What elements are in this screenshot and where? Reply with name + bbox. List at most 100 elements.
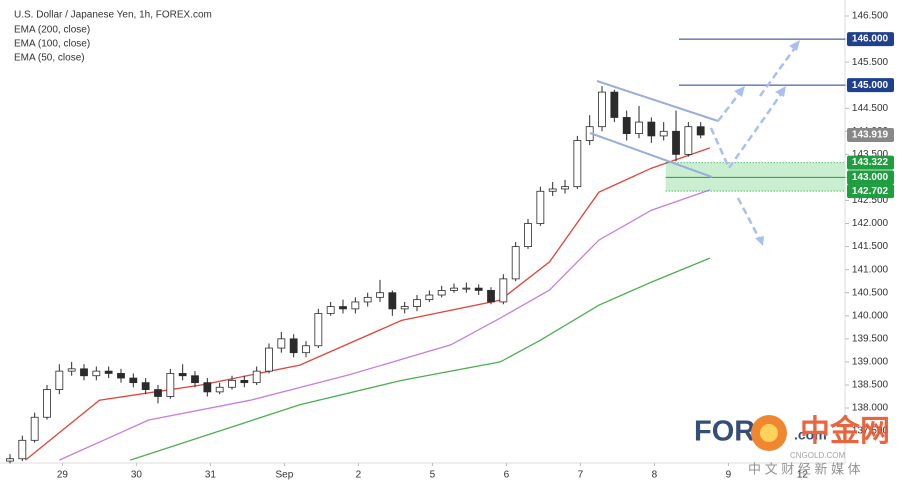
candle-body <box>536 190 545 224</box>
level-badge <box>847 155 894 170</box>
candle-body <box>314 313 323 347</box>
candle-body <box>351 301 360 310</box>
y-tick-label: 139.000 <box>852 357 889 368</box>
y-tick-label: 138.000 <box>852 403 889 414</box>
candle-body <box>684 126 693 155</box>
level-label: 143.919 <box>852 130 889 141</box>
candle-body <box>376 292 384 298</box>
y-tick-label: 138.500 <box>852 380 889 391</box>
candle-body <box>326 306 335 314</box>
y-tick-label: 141.000 <box>852 264 889 275</box>
watermark-suffix: .com <box>794 427 827 443</box>
candle-body <box>561 186 569 190</box>
y-tick-label: 145.500 <box>852 57 889 68</box>
candle-body <box>215 386 224 393</box>
level-label: 145.000 <box>852 80 889 91</box>
candle-body <box>622 117 631 135</box>
candle-body <box>240 379 249 384</box>
y-tick-label: 137.500 <box>852 426 889 437</box>
candle-body <box>388 292 397 310</box>
candle-body <box>129 377 138 384</box>
x-tick-label: 31 <box>205 470 217 481</box>
candle-body <box>30 416 39 441</box>
candle-body <box>635 121 643 135</box>
arrow-path <box>709 89 786 171</box>
arrow-head <box>775 86 786 97</box>
candle-body <box>289 338 298 354</box>
candle-body <box>425 294 434 301</box>
candle-body <box>437 290 446 296</box>
y-tick-label: 142.000 <box>852 218 889 229</box>
candle-body <box>191 375 199 384</box>
x-tick-label: Sep <box>276 470 294 481</box>
x-tick-label: 29 <box>57 470 69 481</box>
level-badge <box>847 32 894 47</box>
y-tick-label: 143.500 <box>852 149 889 160</box>
candle-body <box>117 373 125 379</box>
candle-body <box>524 223 532 248</box>
arrow-head <box>789 40 800 51</box>
candle-body <box>363 296 372 303</box>
candle-body <box>400 306 409 310</box>
candle-body <box>154 389 162 397</box>
level-label: 143.322 <box>852 157 889 168</box>
y-tick-label: 140.000 <box>852 310 889 321</box>
candle-body <box>450 287 458 291</box>
level-label: 143.000 <box>852 172 889 183</box>
candle-body <box>277 338 286 349</box>
candle-body <box>43 389 51 418</box>
candle-body <box>487 290 495 303</box>
candle-body <box>55 370 64 390</box>
x-tick-label: 2 <box>356 470 362 481</box>
candle-body <box>474 287 483 291</box>
candle-body <box>659 130 668 137</box>
candle-body <box>672 130 680 155</box>
candle-body <box>166 373 175 397</box>
watermark-url: CNGOLD.COM <box>790 451 845 460</box>
candle-body <box>548 188 557 192</box>
arrow-head <box>734 86 745 97</box>
candle-body <box>6 458 14 462</box>
arrow-heads <box>734 40 800 246</box>
arrow-head <box>755 236 764 246</box>
x-tick-label: 7 <box>578 470 584 481</box>
ema-line <box>24 147 711 461</box>
candle-body <box>696 126 705 136</box>
support-zone <box>665 162 845 192</box>
candle-body <box>228 379 236 388</box>
chart-title: U.S. Dollar / Japanese Yen, 1h, FOREX.co… <box>14 10 212 21</box>
candle-body <box>573 140 582 188</box>
y-tick-label: 144.500 <box>852 103 889 114</box>
y-tick-label: 141.500 <box>852 241 889 252</box>
x-tick-label: 9 <box>726 470 732 481</box>
indicator-label: EMA (200, close) <box>14 25 90 36</box>
candle-body <box>511 246 520 280</box>
candle-body <box>178 373 187 377</box>
candle-body <box>252 370 261 384</box>
level-badge <box>847 170 894 185</box>
level-label: 142.702 <box>852 186 889 197</box>
candle-body <box>499 278 508 303</box>
x-tick-label: 30 <box>131 470 143 481</box>
y-tick-label: 139.500 <box>852 333 889 344</box>
candle-body <box>647 121 656 137</box>
candle-body <box>598 91 606 128</box>
ema-line <box>129 257 711 461</box>
watermark-slogan: 中 文 财 经 新 媒 体 <box>748 461 861 476</box>
watermark-site: 中金网 <box>800 414 890 448</box>
level-badge <box>847 128 894 143</box>
candle-body <box>141 382 150 390</box>
candle-body <box>92 370 101 377</box>
arrow-path <box>717 89 743 122</box>
x-tick-label: 6 <box>504 470 510 481</box>
level-badge <box>847 184 894 199</box>
ema-line <box>59 189 711 461</box>
y-tick-label: 146.500 <box>852 11 889 22</box>
channel-upper <box>596 80 719 122</box>
candle-body <box>80 368 88 377</box>
x-tick-label: 12 <box>797 470 809 481</box>
candle-body <box>339 306 347 310</box>
watermark: FOR .com 中金网 CNGOLD.COM 中 文 财 经 新 媒 体 <box>694 414 890 477</box>
